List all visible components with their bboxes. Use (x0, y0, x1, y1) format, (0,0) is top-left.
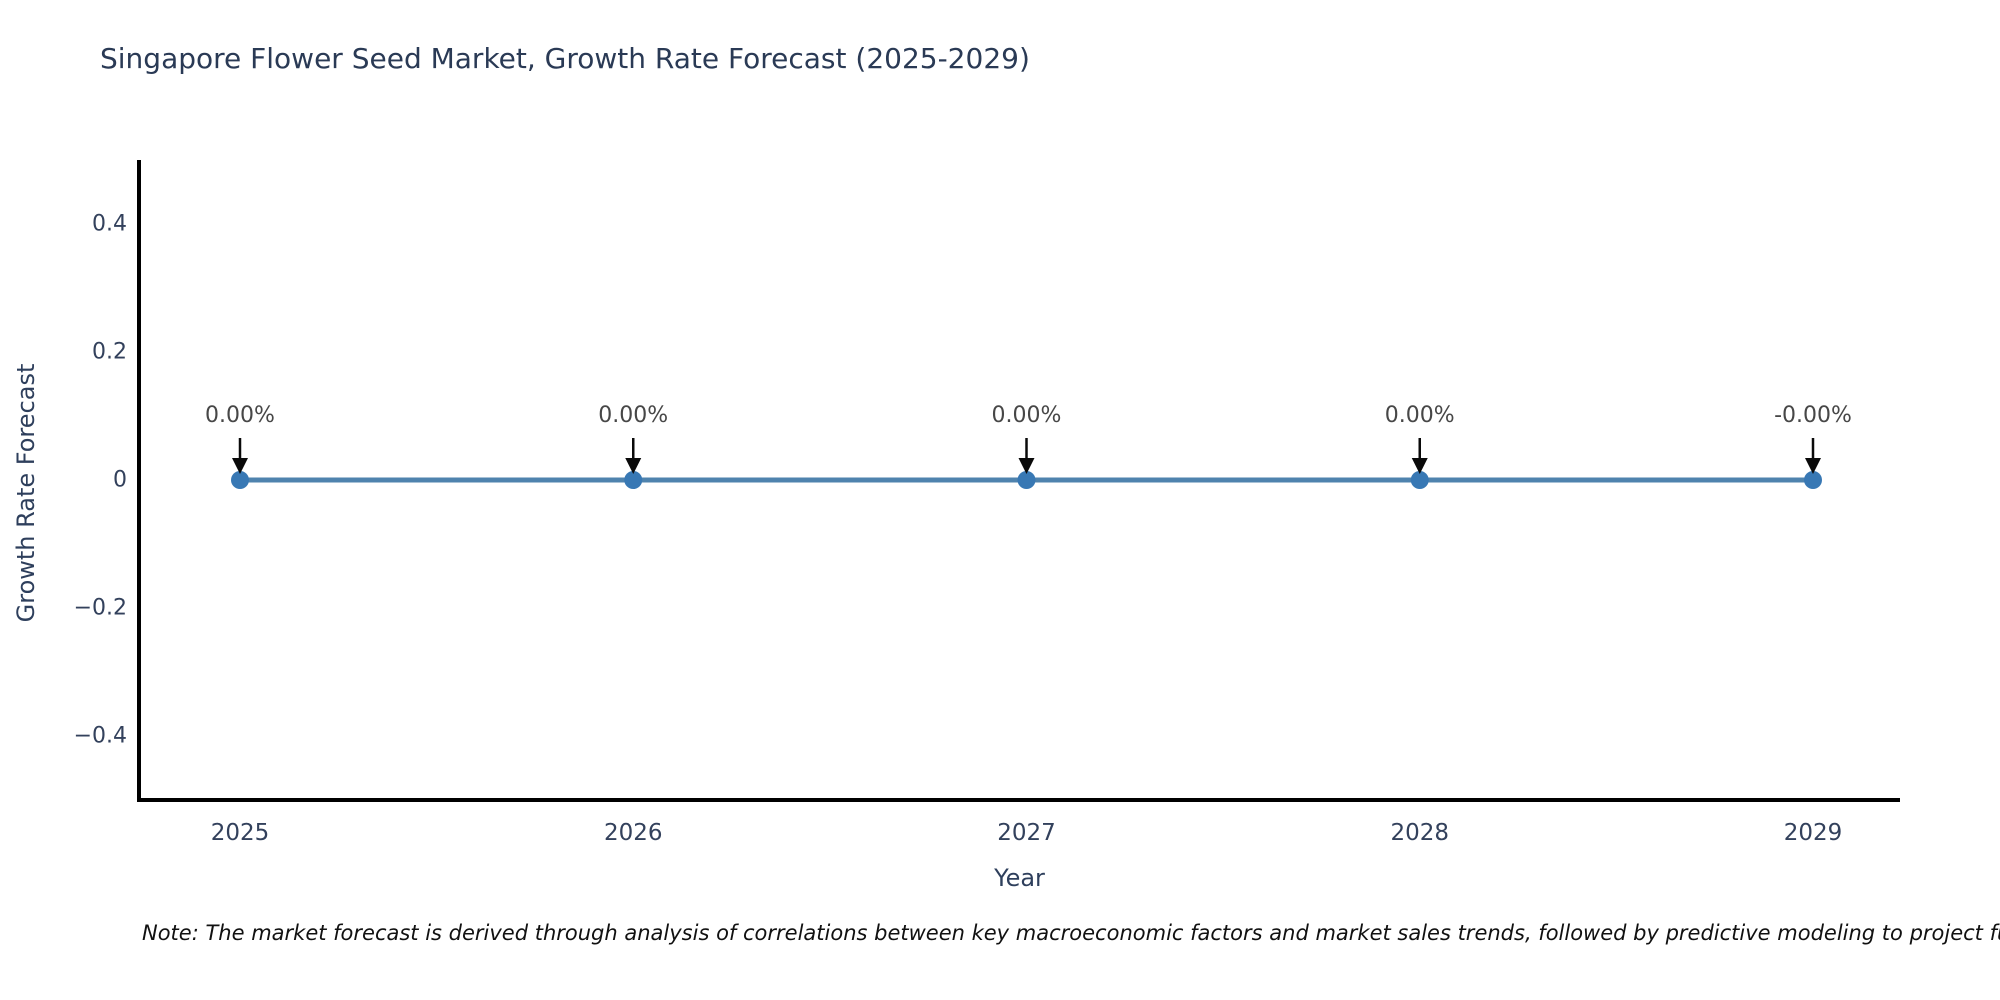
data-point-marker (1017, 471, 1036, 489)
annotation-arrow-head (1411, 458, 1428, 474)
point-annotation-label: 0.00% (205, 403, 275, 428)
annotation-arrow-head (1805, 458, 1821, 474)
point-annotation-label: -0.00% (1774, 403, 1852, 428)
x-tick-label: 2029 (1784, 820, 1843, 846)
data-point-marker (1804, 471, 1822, 489)
point-annotation-label: 0.00% (1385, 403, 1455, 428)
annotation-arrow-head (1018, 458, 1035, 474)
y-tick-label: −0.2 (74, 596, 127, 621)
x-axis-title: Year (993, 864, 1045, 892)
x-tick-label: 2025 (211, 820, 270, 846)
data-point-marker (231, 471, 249, 489)
point-annotation-label: 0.00% (992, 403, 1062, 428)
annotation-arrow-head (232, 458, 248, 474)
y-tick-label: 0.4 (92, 212, 127, 237)
data-point-marker (624, 471, 643, 489)
x-tick-label: 2026 (604, 820, 663, 846)
chart-title: Singapore Flower Seed Market, Growth Rat… (100, 42, 1030, 75)
point-annotation-label: 0.00% (598, 403, 668, 428)
footnote: Note: The market forecast is derived thr… (142, 921, 2000, 945)
data-point-marker (1410, 471, 1429, 489)
annotation-arrow-head (625, 458, 642, 474)
y-axis-title: Growth Rate Forecast (12, 364, 40, 623)
y-tick-label: 0 (113, 468, 127, 493)
y-tick-label: −0.4 (74, 724, 127, 749)
x-tick-label: 2028 (1390, 820, 1449, 846)
x-tick-label: 2027 (997, 820, 1056, 846)
y-tick-label: 0.2 (92, 340, 127, 365)
